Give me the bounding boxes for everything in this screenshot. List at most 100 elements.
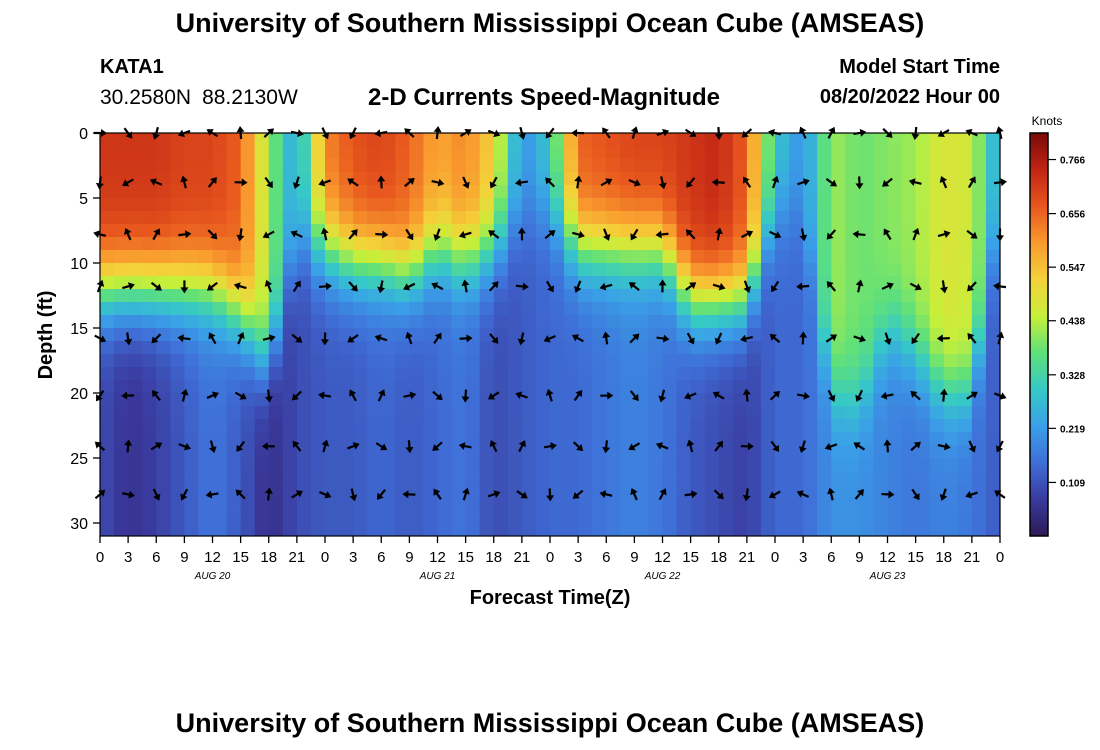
heatmap-cell <box>409 328 425 342</box>
current-arrow <box>629 390 639 402</box>
heatmap-cell <box>985 198 1000 212</box>
heatmap-cell <box>831 302 846 316</box>
heatmap-cell <box>268 224 284 238</box>
heatmap-cell <box>817 484 832 498</box>
heatmap-cell <box>423 146 439 160</box>
heatmap-cell <box>746 302 762 316</box>
heatmap-cell <box>339 341 354 355</box>
heatmap-cell <box>451 211 467 225</box>
heatmap-cell <box>423 497 439 511</box>
current-arrow <box>853 442 866 451</box>
heatmap-cell <box>662 159 678 173</box>
heatmap-cell <box>282 315 298 329</box>
heatmap-cell <box>268 211 284 225</box>
heatmap-cell <box>310 211 326 225</box>
heatmap-cell <box>465 367 481 381</box>
heatmap-cell <box>676 159 692 173</box>
heatmap-cell <box>339 432 354 446</box>
heatmap-cell <box>226 432 242 446</box>
heatmap-cell <box>381 250 396 264</box>
current-arrow <box>742 488 751 502</box>
heatmap-cell <box>634 198 650 212</box>
heatmap-cell <box>718 380 734 394</box>
current-arrow <box>206 391 219 399</box>
heatmap-cell <box>282 510 298 524</box>
current-arrow <box>628 442 641 451</box>
heatmap-cell <box>507 354 523 368</box>
heatmap-cell <box>648 328 664 342</box>
heatmap-cell <box>789 250 804 264</box>
heatmap-cell <box>550 146 565 160</box>
x-tick-label: 21 <box>739 549 756 566</box>
current-arrow <box>967 332 977 344</box>
heatmap-cell <box>212 289 228 303</box>
heatmap-cell <box>493 458 509 472</box>
heatmap-cell <box>550 419 565 433</box>
heatmap-cell <box>803 497 818 511</box>
heatmap-cell <box>578 471 593 485</box>
current-arrow <box>433 126 442 140</box>
heatmap-cell <box>212 354 228 368</box>
heatmap-cell <box>254 250 270 264</box>
heatmap-cell <box>690 432 706 446</box>
heatmap-cell <box>100 432 115 446</box>
heatmap-cell <box>648 367 664 381</box>
heatmap-cell <box>676 328 692 342</box>
heatmap-cell <box>606 198 621 212</box>
heatmap-cell <box>535 250 551 264</box>
x-tick-label: 18 <box>710 549 727 566</box>
heatmap-cell <box>789 497 804 511</box>
heatmap-cell <box>550 237 565 251</box>
heatmap-cell <box>859 237 875 251</box>
heatmap-cell <box>310 159 326 173</box>
heatmap-cell <box>240 341 256 355</box>
current-arrow <box>462 176 470 189</box>
heatmap-cell <box>268 432 284 446</box>
heatmap-cell <box>732 289 748 303</box>
x-tick-label: 3 <box>799 549 807 566</box>
heatmap-cell <box>423 393 439 407</box>
heatmap-cell <box>662 172 678 186</box>
heatmap-cell <box>240 289 256 303</box>
heatmap-cell <box>803 159 818 173</box>
current-arrow <box>178 230 192 239</box>
heatmap-cell <box>325 367 340 381</box>
heatmap-cell <box>690 445 706 459</box>
heatmap-cell <box>282 198 298 212</box>
heatmap-cell <box>507 367 523 381</box>
heatmap-cell <box>690 198 706 212</box>
heatmap-cell <box>901 237 917 251</box>
heatmap-cell <box>817 133 832 147</box>
heatmap-cell <box>226 341 242 355</box>
heatmap-cell <box>310 484 326 498</box>
heatmap-cell <box>353 289 368 303</box>
heatmap-cell <box>535 484 551 498</box>
heatmap-cell <box>718 354 734 368</box>
heatmap-cell <box>142 146 157 160</box>
heatmap-cell <box>240 133 256 147</box>
x-tick-label: 0 <box>96 549 104 566</box>
heatmap-cell <box>156 406 171 420</box>
heatmap-cell <box>353 367 368 381</box>
heatmap-cell <box>550 198 565 212</box>
heatmap-cell <box>367 237 382 251</box>
heatmap-cell <box>676 146 692 160</box>
heatmap-cell <box>198 302 214 316</box>
heatmap-cell <box>648 406 664 420</box>
heatmap-cell <box>310 471 326 485</box>
heatmap-cell <box>915 328 931 342</box>
heatmap-cell <box>381 302 396 316</box>
heatmap-cell <box>282 159 298 173</box>
heatmap-cell <box>831 458 846 472</box>
heatmap-cell <box>943 237 959 251</box>
heatmap-cell <box>634 354 650 368</box>
heatmap-cell <box>395 211 410 225</box>
heatmap-cell <box>437 523 453 536</box>
heatmap-cell <box>564 172 579 186</box>
heatmap-cell <box>873 484 889 498</box>
current-arrow <box>178 442 191 451</box>
heatmap-cell <box>535 432 551 446</box>
heatmap-cell <box>170 393 185 407</box>
heatmap-cell <box>564 367 579 381</box>
heatmap-cell <box>592 263 607 277</box>
